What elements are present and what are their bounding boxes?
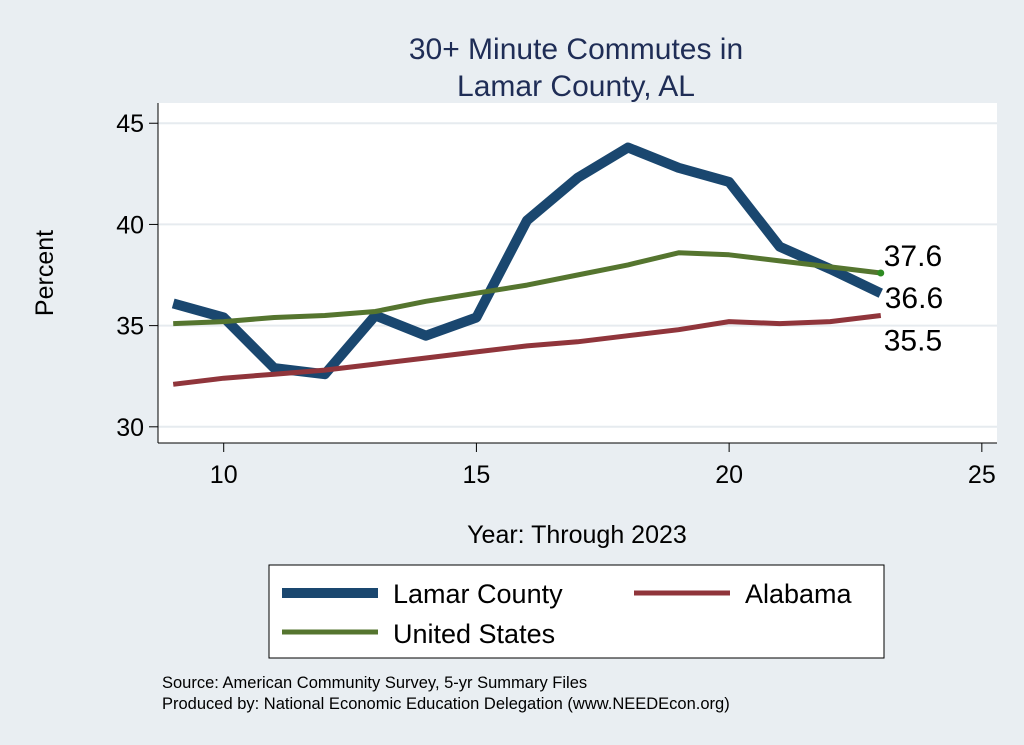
y-tick-label-30: 30 bbox=[116, 414, 144, 442]
legend-label-lamar-county: Lamar County bbox=[393, 579, 563, 609]
series-layer bbox=[171, 142, 885, 387]
series-line-lamar-county bbox=[171, 142, 883, 380]
y-tick-label-45: 45 bbox=[116, 110, 144, 138]
x-axis-title: Year: Through 2023 bbox=[467, 521, 687, 549]
x-tick-label-20: 20 bbox=[715, 461, 743, 489]
series-line-united-states bbox=[173, 250, 882, 327]
legend-box bbox=[268, 564, 885, 659]
legend-label-united-states: United States bbox=[393, 619, 555, 649]
y-axis-title: Percent bbox=[31, 230, 59, 316]
y-tick-label-40: 40 bbox=[116, 211, 144, 239]
end-label-alabama: 35.5 bbox=[884, 325, 942, 358]
produced-by-note: Produced by: National Economic Education… bbox=[162, 695, 730, 713]
series-line-alabama bbox=[172, 313, 882, 387]
y-tick-label-35: 35 bbox=[116, 313, 144, 341]
series-endpoint-united-states bbox=[877, 269, 885, 277]
x-ticks: 10 15 20 25 bbox=[210, 443, 996, 489]
chart-title-line-2: Lamar County, AL bbox=[457, 70, 695, 103]
legend-label-alabama: Alabama bbox=[745, 579, 853, 609]
end-label-united-states: 37.6 bbox=[884, 240, 942, 273]
x-tick-label-25: 25 bbox=[968, 461, 996, 489]
y-ticks: 30 35 40 45 bbox=[116, 110, 158, 442]
chart-title-line-1: 30+ Minute Commutes in bbox=[409, 33, 743, 66]
end-labels: 37.6 36.6 35.5 bbox=[884, 240, 943, 358]
end-label-lamar-county: 36.6 bbox=[885, 282, 943, 315]
gridlines bbox=[158, 122, 997, 428]
x-tick-label-15: 15 bbox=[463, 461, 491, 489]
x-tick-label-10: 10 bbox=[210, 461, 238, 489]
source-note: Source: American Community Survey, 5-yr … bbox=[162, 674, 587, 692]
